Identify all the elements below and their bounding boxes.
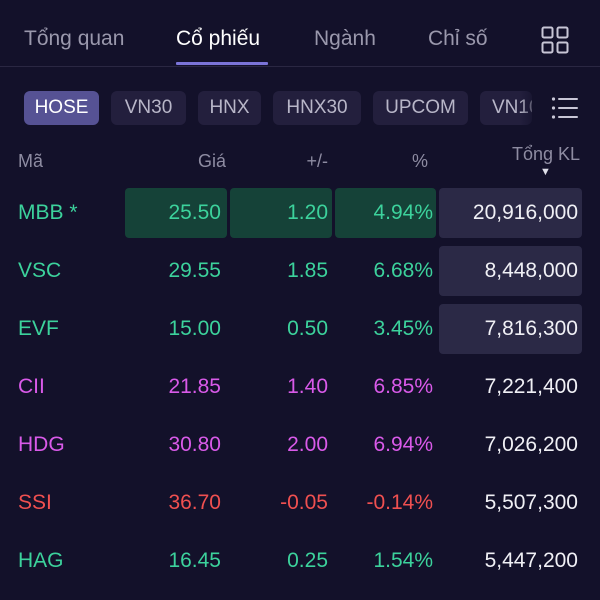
table-row[interactable]: SSI 36.70 -0.05 -0.14% 5,507,300 bbox=[0, 474, 600, 532]
exchange-pill-hnx30[interactable]: HNX30 bbox=[273, 91, 361, 125]
stock-symbol: HDG bbox=[18, 433, 65, 456]
volume-highlight bbox=[439, 188, 582, 238]
stock-symbol: CII bbox=[18, 375, 45, 398]
stock-percent: 6.85% bbox=[373, 375, 433, 398]
grid-view-icon[interactable] bbox=[541, 26, 569, 54]
stock-volume: 7,221,400 bbox=[484, 375, 578, 398]
table-row[interactable]: HDG 30.80 2.00 6.94% 7,026,200 bbox=[0, 416, 600, 474]
stock-price: 30.80 bbox=[168, 433, 221, 456]
stock-percent: 1.54% bbox=[373, 549, 433, 572]
header-symbol[interactable]: Mã bbox=[18, 151, 44, 171]
active-tab-indicator bbox=[176, 62, 268, 65]
sort-desc-icon[interactable]: ▼ bbox=[540, 166, 551, 178]
header-volume[interactable]: Tổng KL bbox=[511, 144, 580, 164]
header-change[interactable]: +/- bbox=[306, 151, 328, 171]
stock-symbol: VSC bbox=[18, 259, 62, 282]
stock-percent: 4.94% bbox=[373, 201, 433, 224]
tab-overview[interactable]: Tổng quan bbox=[24, 27, 125, 50]
table-row[interactable]: VSC 29.55 1.85 6.68% 8,448,000 bbox=[0, 242, 600, 300]
change-highlight bbox=[230, 188, 332, 238]
stock-change: 1.20 bbox=[287, 201, 328, 224]
header-price[interactable]: Giá bbox=[197, 151, 226, 171]
stock-price: 21.85 bbox=[168, 375, 221, 398]
stock-symbol: HAG bbox=[18, 549, 64, 572]
stock-change: 0.25 bbox=[287, 549, 328, 572]
stock-volume: 7,816,300 bbox=[484, 317, 578, 340]
stock-change: 1.85 bbox=[287, 259, 328, 282]
stock-symbol: SSI bbox=[18, 491, 52, 514]
stock-change: 0.50 bbox=[287, 317, 328, 340]
stock-change: 2.00 bbox=[287, 433, 328, 456]
exchange-pill-hose[interactable]: HOSE bbox=[24, 91, 99, 125]
stock-percent: -0.14% bbox=[366, 491, 433, 514]
exchange-pill-hnx[interactable]: HNX bbox=[198, 91, 261, 125]
stock-price: 15.00 bbox=[168, 317, 221, 340]
tab-index[interactable]: Chỉ số bbox=[428, 27, 488, 50]
stock-volume: 7,026,200 bbox=[484, 433, 578, 456]
price-highlight bbox=[125, 188, 227, 238]
table-row[interactable]: CII 21.85 1.40 6.85% 7,221,400 bbox=[0, 358, 600, 416]
tab-stocks[interactable]: Cổ phiếu bbox=[176, 27, 261, 50]
exchange-pill-vn30[interactable]: VN30 bbox=[111, 91, 186, 125]
stock-volume: 5,447,200 bbox=[484, 549, 578, 572]
stock-symbol: EVF bbox=[18, 317, 59, 340]
stock-volume: 8,448,000 bbox=[484, 259, 578, 282]
list-menu-icon[interactable] bbox=[551, 94, 579, 122]
stock-change: -0.05 bbox=[280, 491, 328, 514]
volume-highlight bbox=[439, 246, 582, 296]
stock-percent: 6.94% bbox=[373, 433, 433, 456]
table-row[interactable]: HAG 16.45 0.25 1.54% 5,447,200 bbox=[0, 532, 600, 590]
stock-change: 1.40 bbox=[287, 375, 328, 398]
stock-price: 25.50 bbox=[168, 201, 221, 224]
table-row[interactable]: MBB * 25.50 1.20 4.94% 20,916,000 bbox=[0, 184, 600, 242]
stock-volume: 5,507,300 bbox=[484, 491, 578, 514]
percent-highlight bbox=[335, 188, 436, 238]
stock-percent: 6.68% bbox=[373, 259, 433, 282]
volume-highlight bbox=[439, 304, 582, 354]
exchange-pill-upcom[interactable]: UPCOM bbox=[373, 91, 468, 125]
stock-price: 16.45 bbox=[168, 549, 221, 572]
scroll-fade bbox=[520, 88, 540, 128]
main-tab-bar: Tổng quan Cổ phiếu Ngành Chỉ số bbox=[0, 0, 600, 67]
stock-percent: 3.45% bbox=[373, 317, 433, 340]
header-percent[interactable]: % bbox=[411, 151, 428, 171]
table-row[interactable]: EVF 15.00 0.50 3.45% 7,816,300 bbox=[0, 300, 600, 358]
stock-symbol: MBB * bbox=[18, 201, 78, 224]
tab-industry[interactable]: Ngành bbox=[314, 27, 376, 50]
stock-price: 29.55 bbox=[168, 259, 221, 282]
stock-price: 36.70 bbox=[168, 491, 221, 514]
stock-volume: 20,916,000 bbox=[472, 201, 578, 224]
